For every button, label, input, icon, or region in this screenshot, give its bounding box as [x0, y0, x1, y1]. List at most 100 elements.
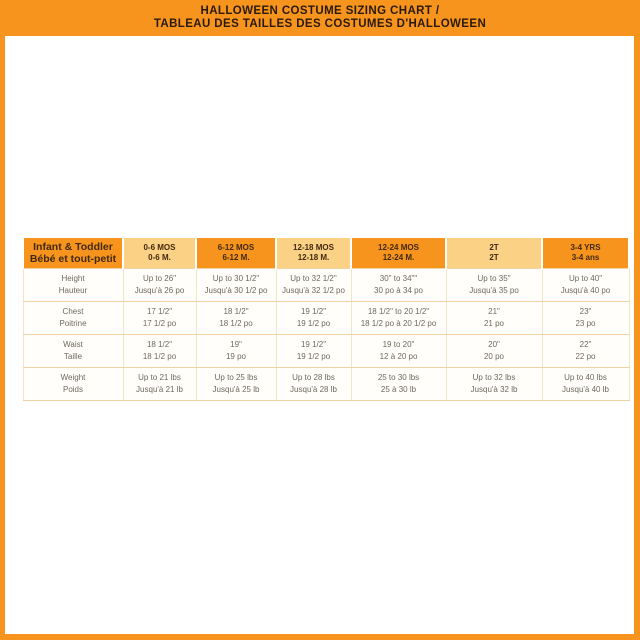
row-label-chest: Chest Poitrine: [22, 301, 124, 335]
size-value-fr: 19 1/2 po: [296, 352, 331, 361]
size-value-fr: 20 po: [483, 352, 505, 361]
row-label-waist: Waist Taille: [22, 334, 124, 368]
size-value-fr: Jusqu'à 35 po: [469, 286, 519, 295]
row-label-en: Chest: [62, 306, 84, 316]
column-header-text-en: 12-24 MOS: [378, 243, 419, 252]
row-label-en: Height: [61, 273, 85, 283]
size-cell: 19 1/2" 19 1/2 po: [275, 301, 352, 335]
title-band: HALLOWEEN COSTUME SIZING CHART / TABLEAU…: [0, 0, 640, 36]
row-label-fr: Poitrine: [59, 319, 87, 328]
size-cell: Up to 28 lbs Jusqu'à 28 lb: [275, 367, 352, 401]
column-header-text-en: 3-4 YRS: [570, 243, 601, 252]
size-value-fr: 19 po: [225, 352, 247, 361]
size-value-en: 18 1/2": [146, 339, 173, 349]
size-value-fr: 22 po: [575, 352, 596, 361]
size-cell: 21" 21 po: [445, 301, 543, 335]
table-row-waist: Waist Taille 18 1/2" 18 1/2 po 19" 19 po…: [22, 334, 630, 368]
row-label-fr: Taille: [63, 352, 83, 361]
size-cell: 23" 23 po: [541, 301, 630, 335]
size-value-fr: 12 à 20 po: [379, 352, 418, 361]
size-value-en: 30" to 34"": [379, 273, 418, 283]
size-value-fr: 19 1/2 po: [296, 319, 331, 328]
row-label-fr: Poids: [62, 385, 83, 394]
size-cell: 18 1/2" 18 1/2 po: [195, 301, 277, 335]
table-row-weight: Weight Poids Up to 21 lbs Jusqu'à 21 lb …: [22, 367, 630, 401]
page-title-line-2: TABLEAU DES TAILLES DES COSTUMES D'HALLO…: [153, 18, 487, 30]
row-label-en: Weight: [60, 372, 86, 382]
column-header-text-fr: Bébé et tout-petit: [29, 253, 117, 265]
size-cell: 20" 20 po: [445, 334, 543, 368]
size-value-fr: 25 à 30 lb: [380, 385, 417, 394]
size-cell: Up to 35" Jusqu'à 35 po: [445, 268, 543, 302]
column-header-text-fr: 12-18 M.: [297, 253, 330, 262]
size-value-en: Up to 35": [477, 273, 511, 283]
size-value-fr: 21 po: [483, 319, 505, 328]
column-header-text-en: 12-18 MOS: [293, 243, 334, 252]
size-value-en: Up to 40": [568, 273, 603, 283]
size-value-fr: Jusqu'à 25 lb: [212, 385, 260, 394]
size-value-en: 23": [579, 306, 592, 316]
column-header-text-en: 6-12 MOS: [217, 243, 255, 252]
row-label-en: Waist: [63, 339, 83, 349]
size-cell: Up to 32 lbs Jusqu'à 32 lb: [445, 367, 543, 401]
column-header-text-en: 2T: [489, 243, 499, 252]
row-label-weight: Weight Poids: [22, 367, 124, 401]
size-cell: 19 to 20" 12 à 20 po: [350, 334, 447, 368]
size-value-fr: Jusqu'à 28 lb: [290, 385, 337, 394]
size-value-fr: Jusqu'à 40 lb: [562, 385, 609, 394]
column-header-6-12-mos: 6-12 MOS 6-12 M.: [195, 238, 277, 269]
table-row-chest: Chest Poitrine 17 1/2" 17 1/2 po 18 1/2"…: [22, 301, 630, 335]
size-cell: 19 1/2" 19 1/2 po: [275, 334, 352, 368]
size-value-en: Up to 30 1/2": [212, 273, 260, 283]
size-value-fr: Jusqu'à 26 po: [134, 286, 185, 295]
column-header-3-4-yrs: 3-4 YRS 3-4 ans: [541, 238, 630, 269]
column-header-12-18-mos: 12-18 MOS 12-18 M.: [275, 238, 352, 269]
size-value-fr: 17 1/2 po: [142, 319, 177, 328]
row-label-height: Height Hauteur: [22, 268, 124, 302]
size-value-fr: 30 po à 34 po: [374, 286, 423, 295]
column-header-text-fr: 6-12 M.: [222, 253, 250, 262]
size-value-fr: 18 1/2 po à 20 1/2 po: [360, 319, 437, 328]
size-value-fr: Jusqu'à 32 1/2 po: [282, 286, 345, 295]
size-value-en: Up to 21 lbs: [138, 372, 181, 382]
size-cell: 18 1/2" to 20 1/2" 18 1/2 po à 20 1/2 po: [350, 301, 447, 335]
size-value-en: Up to 25 lbs: [214, 372, 258, 382]
column-header-text-en: Infant & Toddler: [33, 241, 113, 253]
size-value-fr: Jusqu'à 30 1/2 po: [204, 286, 268, 295]
sizing-table: Infant & Toddler Bébé et tout-petit 0-6 …: [22, 238, 630, 401]
column-header-text-fr: 0-6 M.: [148, 253, 171, 262]
size-cell: Up to 40" Jusqu'à 40 po: [541, 268, 630, 302]
column-header-12-24-mos: 12-24 MOS 12-24 M.: [350, 238, 447, 269]
size-cell: 25 to 30 lbs 25 à 30 lb: [350, 367, 447, 401]
column-header-text-fr: 12-24 M.: [382, 253, 415, 262]
size-value-fr: Jusqu'à 40 po: [560, 286, 611, 295]
size-value-en: 19 1/2": [300, 306, 327, 316]
page-title-line-1: HALLOWEEN COSTUME SIZING CHART /: [200, 4, 440, 17]
size-cell: Up to 21 lbs Jusqu'à 21 lb: [122, 367, 197, 401]
size-value-en: 20": [488, 339, 500, 349]
size-cell: 22" 22 po: [541, 334, 630, 368]
size-value-en: Up to 32 1/2": [290, 273, 337, 283]
size-cell: Up to 30 1/2" Jusqu'à 30 1/2 po: [195, 268, 277, 302]
size-value-en: 22": [579, 339, 592, 349]
table-header-row: Infant & Toddler Bébé et tout-petit 0-6 …: [22, 238, 630, 269]
table-row-height: Height Hauteur Up to 26" Jusqu'à 26 po U…: [22, 268, 630, 302]
column-header-2t: 2T 2T: [445, 238, 543, 269]
row-label-fr: Hauteur: [58, 286, 88, 295]
column-header-text-fr: 2T: [489, 253, 499, 262]
size-value-en: Up to 28 lbs: [292, 372, 335, 382]
content-area: Infant & Toddler Bébé et tout-petit 0-6 …: [5, 36, 634, 634]
size-cell: 30" to 34"" 30 po à 34 po: [350, 268, 447, 302]
size-value-en: 25 to 30 lbs: [377, 372, 420, 382]
size-cell: 17 1/2" 17 1/2 po: [122, 301, 197, 335]
size-value-fr: 23 po: [575, 319, 596, 328]
size-value-fr: Jusqu'à 21 lb: [136, 385, 183, 394]
size-value-en: 19 to 20": [382, 339, 415, 349]
size-value-en: 19 1/2": [300, 339, 327, 349]
size-value-en: 18 1/2": [223, 306, 249, 316]
size-cell: Up to 25 lbs Jusqu'à 25 lb: [195, 367, 277, 401]
column-header-infant-toddler: Infant & Toddler Bébé et tout-petit: [22, 238, 124, 269]
size-value-en: 17 1/2": [146, 306, 173, 316]
column-header-text-fr: 3-4 ans: [571, 253, 600, 262]
